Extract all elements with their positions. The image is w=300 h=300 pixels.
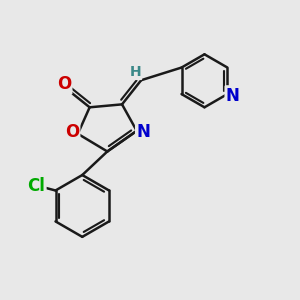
Text: N: N: [136, 123, 150, 141]
Text: H: H: [130, 65, 141, 79]
Text: O: O: [65, 123, 79, 141]
Text: N: N: [226, 86, 240, 104]
Text: Cl: Cl: [27, 177, 45, 195]
Text: O: O: [57, 75, 71, 93]
